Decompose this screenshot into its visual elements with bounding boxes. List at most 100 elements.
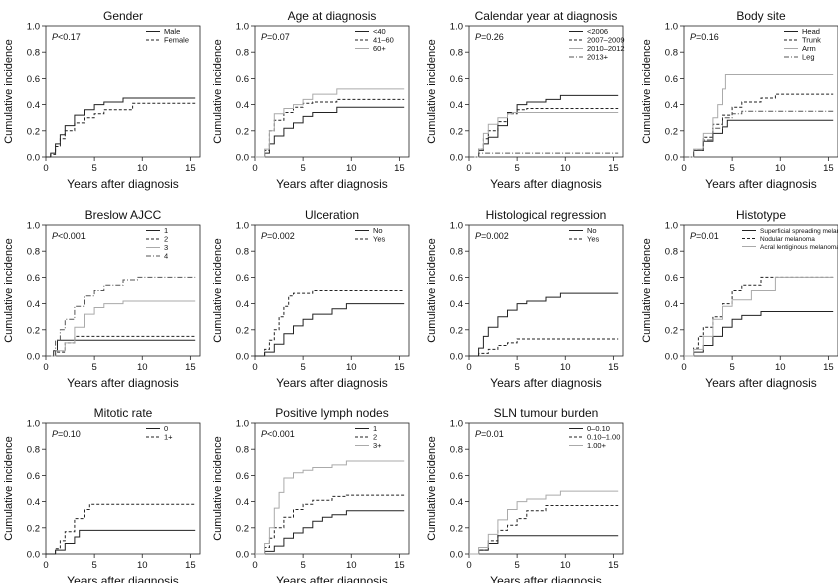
series-line-0 (469, 94, 619, 158)
plot-frame (683, 224, 838, 357)
x-tick-label: 5 (300, 163, 305, 174)
y-tick-label: 0.0 (236, 153, 249, 164)
y-tick-label: 0.6 (236, 273, 249, 284)
legend-label: 0–0.10 (587, 424, 610, 433)
x-tick-label: 15 (823, 362, 834, 373)
y-tick-label: 0.4 (450, 299, 463, 310)
legend-label: 3+ (373, 441, 382, 450)
x-tick-label: 0 (43, 163, 48, 174)
panel-4: Breslow AJCC 0.0 0.2 0.4 0.6 0.8 1.0 0 5 10 15 Year… (3, 208, 201, 390)
y-tick-label: 0.6 (665, 74, 678, 85)
x-tick-label: 10 (560, 163, 571, 174)
legend-label: Acral lentiginous melanoma (760, 244, 838, 251)
p-value: P=0.07 (261, 32, 290, 42)
panel-7: Histotype 0.0 0.2 0.4 0.6 0.8 1.0 0 5 10 15 Years a… (641, 208, 838, 390)
series-line-0 (684, 119, 834, 158)
series-line-1 (255, 98, 405, 158)
legend-label: 2 (373, 433, 377, 442)
x-tick-label: 5 (514, 362, 519, 373)
x-axis-label: Years after diagnosis (276, 574, 388, 583)
x-tick-label: 5 (300, 362, 305, 373)
panel-0: Gender 0.0 0.2 0.4 0.6 0.8 1.0 0 5 10 15 Years afte… (3, 9, 201, 191)
y-tick-label: 0.8 (450, 48, 463, 59)
panel-title: Breslow AJCC (85, 208, 162, 222)
y-tick-label: 0.8 (450, 247, 463, 258)
series-line-2 (684, 276, 834, 357)
x-tick-label: 15 (394, 362, 405, 373)
legend-label: 3 (164, 243, 168, 252)
series-line-3 (684, 110, 834, 158)
legend-label: 2010–2012 (587, 44, 625, 53)
legend-label: Yes (587, 235, 599, 244)
x-tick-label: 5 (91, 163, 96, 174)
panel-8: Mitotic rate 0.0 0.2 0.4 0.6 0.8 1.0 0 5 10 15 Year… (3, 406, 201, 583)
legend-label: 0 (164, 424, 168, 433)
y-tick-label: 0.4 (27, 100, 40, 111)
series-line-2 (684, 74, 834, 158)
series-line-2 (255, 460, 405, 555)
y-tick-label: 0.8 (27, 48, 40, 59)
y-tick-label: 1.0 (450, 419, 463, 430)
panel-title: Mitotic rate (94, 406, 153, 420)
y-tick-label: 0.0 (27, 352, 40, 363)
p-value: P=0.16 (690, 32, 719, 42)
x-tick-label: 15 (394, 163, 405, 174)
y-tick-label: 1.0 (236, 419, 249, 430)
y-tick-label: 0.6 (450, 273, 463, 284)
panel-6: Histological regression 0.0 0.2 0.4 0.6 0.8 1.… (426, 208, 624, 390)
series-line-0 (46, 97, 196, 158)
y-tick-label: 0.0 (27, 153, 40, 164)
series-line-1 (684, 276, 834, 357)
y-tick-label: 0.6 (236, 74, 249, 85)
x-tick-label: 10 (137, 560, 148, 571)
y-tick-label: 0.2 (27, 325, 40, 336)
series-line-2 (255, 88, 405, 158)
y-tick-label: 0.4 (665, 100, 678, 111)
y-axis-label: Cumulative incidence (212, 436, 224, 541)
series-line-0 (469, 292, 619, 357)
y-tick-label: 0.6 (27, 471, 40, 482)
y-axis-label: Cumulative incidence (3, 238, 15, 343)
x-tick-label: 10 (775, 362, 786, 373)
x-axis-label: Years after diagnosis (705, 177, 817, 191)
x-tick-label: 10 (346, 362, 357, 373)
y-axis-label: Cumulative incidence (641, 39, 653, 144)
legend-label: <2006 (587, 27, 608, 36)
series-line-0 (46, 529, 196, 555)
y-tick-label: 0.2 (665, 126, 678, 137)
plot-frame (254, 422, 410, 555)
legend-label: 41–60 (373, 36, 394, 45)
x-tick-label: 0 (252, 560, 257, 571)
legend-label: <40 (373, 27, 386, 36)
legend-label: 1.00+ (587, 441, 607, 450)
plot-frame (254, 25, 410, 158)
y-tick-label: 0.8 (236, 247, 249, 258)
x-tick-label: 0 (466, 560, 471, 571)
y-tick-label: 0.0 (450, 550, 463, 561)
x-axis-label: Years after diagnosis (276, 177, 388, 191)
x-tick-label: 5 (514, 163, 519, 174)
y-axis-label: Cumulative incidence (3, 39, 15, 144)
y-tick-label: 1.0 (236, 22, 249, 33)
y-tick-label: 0.8 (236, 445, 249, 456)
legend-label: No (587, 226, 597, 235)
x-tick-label: 0 (43, 560, 48, 571)
series-line-3 (46, 276, 196, 357)
x-tick-label: 5 (91, 560, 96, 571)
p-value: P=0.002 (261, 231, 295, 241)
x-tick-label: 5 (729, 163, 734, 174)
y-tick-label: 1.0 (665, 221, 678, 232)
y-tick-label: 0.4 (450, 497, 463, 508)
x-tick-label: 15 (394, 560, 405, 571)
y-tick-label: 0.6 (236, 471, 249, 482)
y-tick-label: 0.0 (665, 352, 678, 363)
y-tick-label: 0.4 (236, 497, 249, 508)
y-tick-label: 0.2 (450, 325, 463, 336)
x-tick-label: 10 (346, 560, 357, 571)
y-tick-label: 0.6 (27, 273, 40, 284)
y-tick-label: 0.8 (450, 445, 463, 456)
y-tick-label: 0.0 (27, 550, 40, 561)
x-tick-label: 0 (252, 163, 257, 174)
plot-frame (683, 25, 838, 158)
